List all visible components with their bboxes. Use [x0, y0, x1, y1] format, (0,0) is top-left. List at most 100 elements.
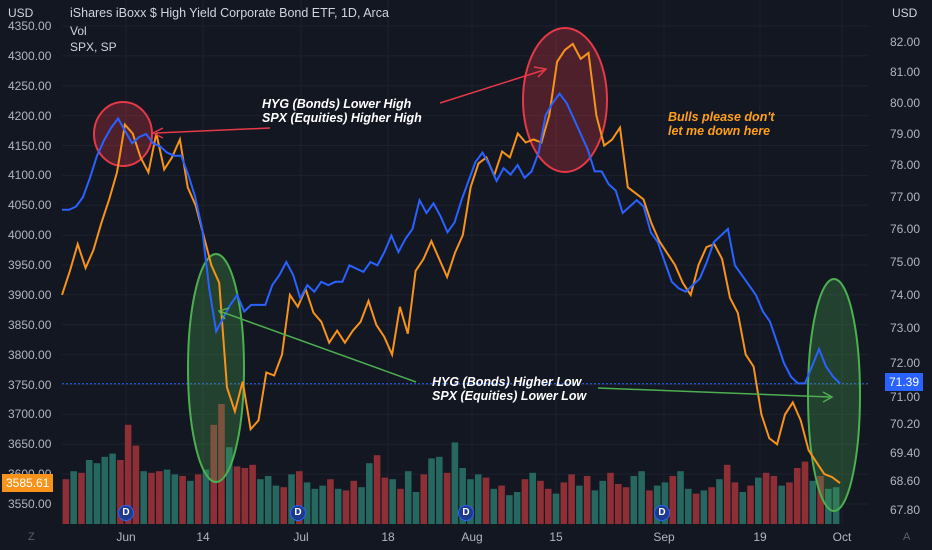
dividend-marker[interactable]: D	[118, 505, 134, 521]
timezone-toggle-icon[interactable]: Z	[28, 531, 35, 543]
spx-last-price-badge: 3585.61	[2, 474, 54, 492]
hyg-last-price-badge: 71.39	[885, 373, 924, 391]
volume-bar	[303, 482, 311, 524]
volume-bar	[428, 458, 435, 524]
volume-bar	[762, 472, 770, 524]
right-axis-tick-label: 76.00	[890, 222, 921, 236]
hyg-series-line	[62, 92, 841, 385]
annotation-lower-high-line1: HYG (Bonds) Lower High	[262, 97, 412, 111]
volume-bar	[599, 480, 606, 524]
volume-bar	[233, 466, 241, 524]
volume-bar	[218, 404, 225, 524]
right-axis-tick-label: 77.00	[890, 190, 921, 204]
left-axis-tick-label: 3700.00	[8, 407, 52, 422]
volume-bar	[443, 472, 451, 524]
volume-bar	[622, 487, 630, 524]
dividend-marker[interactable]: D	[458, 505, 474, 521]
volume-bar	[412, 492, 420, 524]
auto-scale-toggle[interactable]: A	[903, 531, 911, 543]
arrow-to-august-high-head	[533, 66, 548, 78]
spx-series-line	[61, 42, 841, 484]
volume-bar	[78, 472, 85, 524]
right-axis-tick-label: 67.80	[890, 503, 921, 517]
volume-bar	[646, 490, 653, 524]
volume-bar	[832, 487, 840, 524]
left-axis-tick-label: 3800.00	[8, 347, 52, 362]
time-axis-tick-label: Oct	[832, 530, 852, 544]
annotation-arrows	[151, 66, 834, 403]
volume-label: Vol	[70, 24, 87, 38]
volume-bar	[661, 482, 669, 524]
volume-bar	[179, 476, 186, 524]
time-axis-tick-label: 15	[549, 530, 563, 544]
dividend-marker[interactable]: D	[654, 505, 670, 521]
volume-bar	[700, 490, 708, 524]
right-axis-tick-label: 82.00	[890, 35, 921, 49]
volume-bar	[288, 474, 295, 524]
volume-bar	[669, 476, 677, 524]
left-axis-unit: USD	[8, 6, 34, 20]
left-axis-tick-label: 4100.00	[8, 168, 52, 183]
volume-bar	[498, 485, 505, 524]
volume-bar	[490, 488, 498, 524]
volume-bar	[85, 460, 93, 524]
volume-bar	[638, 471, 645, 524]
volume-bar	[241, 468, 249, 524]
volume-bar	[373, 455, 381, 524]
time-axis-tick-label: 18	[381, 530, 395, 544]
volume-bar	[747, 485, 754, 524]
volume-bar	[436, 456, 443, 524]
right-axis-tick-label: 70.20	[890, 417, 921, 431]
volume-bar	[148, 472, 155, 524]
volume-bar	[825, 488, 832, 524]
volume-bar	[397, 488, 404, 524]
right-axis-tick-label: 78.00	[890, 158, 921, 172]
volume-bar	[327, 479, 334, 524]
dividend-marker[interactable]: D	[290, 505, 306, 521]
right-axis-unit: USD	[892, 6, 918, 20]
volume-bar	[793, 468, 801, 524]
volume-bar	[770, 476, 778, 524]
volume-bar	[560, 482, 568, 524]
annotation-bulls: Bulls please don't let me down here	[668, 110, 774, 138]
volume-bar	[576, 485, 583, 524]
right-axis-tick-label: 68.60	[890, 474, 921, 488]
right-axis-tick-label: 72.00	[890, 356, 921, 370]
volume-bar	[358, 487, 365, 524]
volume-bar	[101, 456, 109, 524]
green-ellipse-june-low	[187, 253, 245, 483]
time-axis-tick-label: Jul	[293, 530, 309, 544]
volume-bar	[552, 493, 560, 524]
volume-bar	[296, 471, 303, 524]
right-axis-tick-label: 71.00	[890, 390, 921, 404]
volume-bar	[529, 472, 536, 524]
left-axis-tick-label: 3850.00	[8, 317, 52, 332]
right-axis-tick-label: 81.00	[890, 65, 921, 79]
time-axis-tick-label: 19	[753, 530, 767, 544]
annotation-bulls-line1: Bulls please don't	[668, 110, 775, 124]
volume-bar	[62, 479, 70, 524]
left-axis-tick-label: 4200.00	[8, 108, 52, 123]
arrow-to-september-low	[597, 387, 831, 398]
volume-bar	[583, 476, 591, 524]
left-axis-tick-label: 3900.00	[8, 287, 52, 302]
volume-bar	[537, 480, 544, 524]
volume-bar	[568, 474, 575, 524]
volume-bar	[155, 471, 163, 524]
volume-bar	[171, 474, 179, 524]
volume-bar	[93, 463, 101, 524]
volume-bar	[801, 461, 809, 524]
volume-bars	[62, 404, 840, 524]
volume-bar	[163, 469, 171, 524]
volume-bar	[692, 493, 700, 524]
left-axis-tick-label: 3950.00	[8, 258, 52, 272]
highlight-ellipses	[93, 27, 861, 512]
volume-bar	[521, 479, 529, 524]
volume-bar	[109, 453, 116, 524]
left-axis-tick-label: 4250.00	[8, 78, 52, 93]
volume-bar	[731, 482, 739, 524]
arrow-to-september-low-head	[822, 391, 834, 403]
left-axis-tick-label: 4300.00	[8, 48, 52, 63]
volume-bar	[366, 463, 373, 524]
